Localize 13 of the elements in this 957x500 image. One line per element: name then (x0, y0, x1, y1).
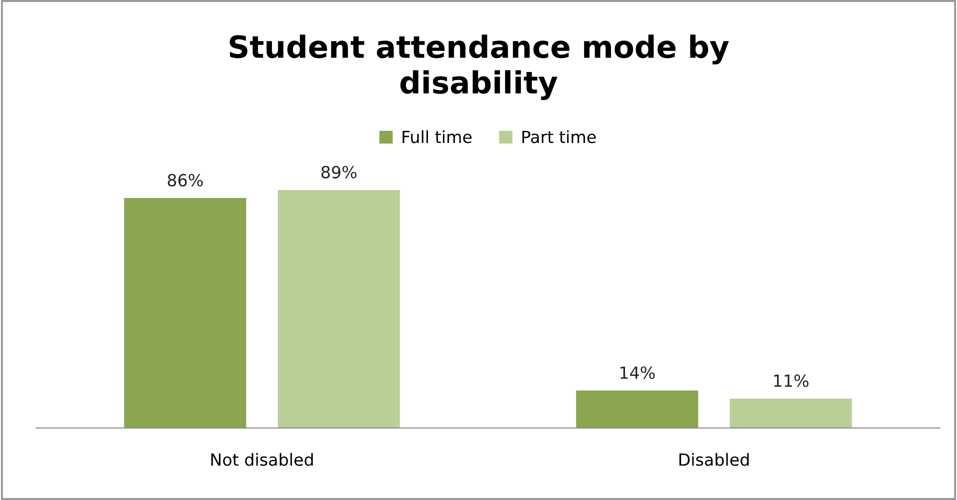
data-label: 14% (620, 366, 655, 379)
x-tick-label: Disabled (679, 453, 749, 466)
legend-label: Full time (402, 130, 472, 144)
bar (278, 190, 400, 428)
data-label: 89% (321, 166, 356, 178)
chart-title: Student attendance mode by disability (230, 34, 729, 100)
bar (730, 398, 852, 428)
x-tick-label: Not disabled (211, 453, 313, 466)
data-label: 11% (774, 374, 808, 388)
bar (576, 390, 698, 428)
bar (124, 198, 246, 428)
data-label: 86% (168, 174, 203, 186)
legend-label: Part time (522, 130, 596, 144)
